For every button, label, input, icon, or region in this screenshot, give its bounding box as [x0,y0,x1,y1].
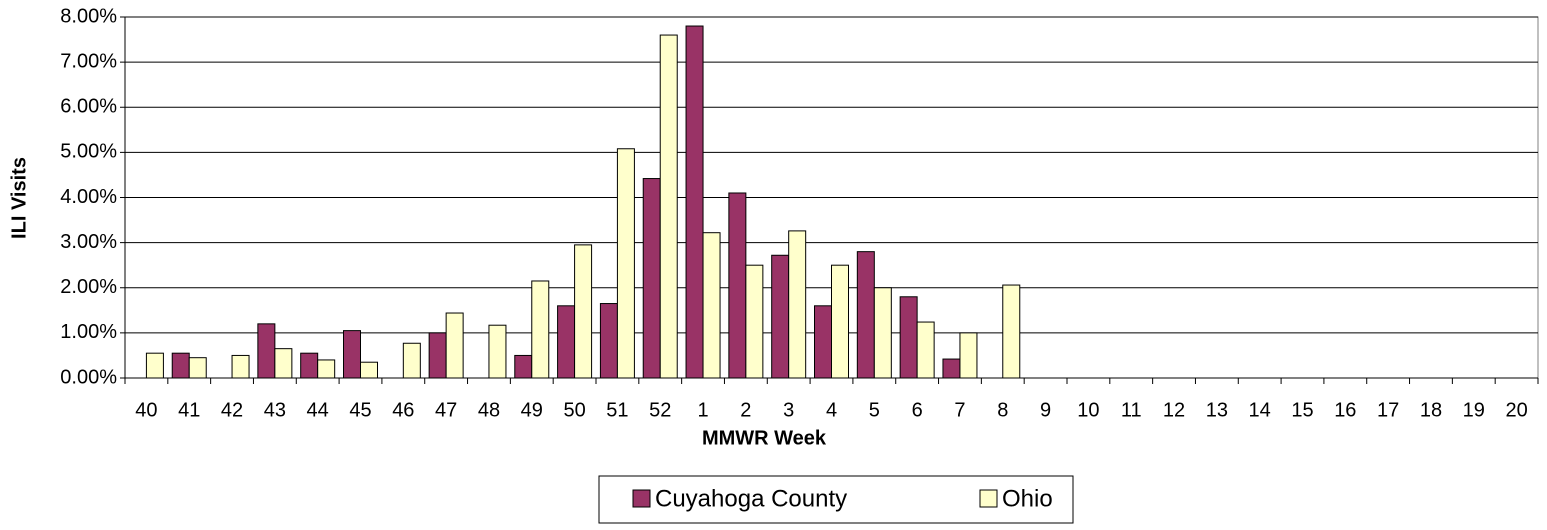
x-tick-label: 13 [1206,399,1228,421]
bar [831,264,849,379]
legend-label: Cuyahoga County [655,485,847,512]
bar [856,251,875,379]
bar [531,280,550,379]
x-tick-label: 45 [349,399,371,421]
bar [788,230,807,379]
bar [257,323,276,379]
x-tick-label: 52 [649,399,671,421]
x-tick-label: 14 [1249,399,1271,421]
bar [488,324,507,379]
x-tick-label: 5 [869,399,880,421]
bar [145,352,164,379]
y-tick-label: 6.00% [60,96,117,118]
bar [702,232,721,379]
x-tick-label: 9 [1040,399,1051,421]
x-tick-label: 15 [1291,399,1313,421]
bar [557,305,576,379]
bar [642,178,661,379]
y-tick-label: 1.00% [60,321,117,343]
bar [599,303,618,379]
bar [402,342,421,379]
x-tick-label: 44 [307,399,329,421]
x-tick-label: 43 [264,399,286,421]
bar [814,305,832,379]
y-tick-label: 0.00% [60,366,117,388]
y-tick-label: 3.00% [60,231,117,253]
x-tick-label: 8 [997,399,1008,421]
legend-swatch [632,489,651,508]
bar [616,148,635,379]
x-tick-label: 7 [954,399,965,421]
bar [231,354,250,379]
bar [428,332,447,379]
y-tick-label: 2.00% [60,276,117,298]
bar [317,359,336,379]
bar [343,330,361,379]
bar [1002,284,1021,379]
bar [959,332,978,379]
x-tick-label: 41 [178,399,200,421]
x-tick-label: 4 [826,399,837,421]
bar [274,348,293,379]
bar [574,244,593,379]
bar [745,264,764,379]
y-tick-label: 4.00% [60,186,117,208]
legend-label: Ohio [1002,485,1053,512]
x-tick-label: 6 [912,399,923,421]
x-tick-label: 12 [1163,399,1185,421]
bar [188,357,207,379]
y-tick-label: 7.00% [60,50,117,72]
bar [899,296,918,379]
bar [300,352,319,379]
x-tick-label: 1 [697,399,708,421]
x-tick-label: 2 [740,399,751,421]
y-axis-title: ILI Visits [8,157,30,239]
x-tick-label: 11 [1121,399,1142,421]
x-axis-title: MMWR Week [702,427,827,449]
bar [728,192,747,379]
bar [771,254,790,379]
bar [916,321,935,379]
y-tick-label: 8.00% [60,5,117,27]
x-tick-label: 50 [563,399,585,421]
x-tick-label: 17 [1377,399,1399,421]
bar [514,354,533,379]
x-tick-label: 42 [221,399,243,421]
x-tick-label: 16 [1334,399,1356,421]
x-tick-label: 40 [135,399,157,421]
x-tick-label: 10 [1077,399,1099,421]
bar [685,25,704,379]
bar [445,312,464,379]
x-tick-label: 51 [606,399,628,421]
y-tick-label: 5.00% [60,141,117,163]
x-tick-label: 3 [783,399,794,421]
bar [873,287,892,379]
x-tick-label: 48 [478,399,500,421]
bar [942,358,961,379]
bar [659,34,678,379]
x-tick-label: 46 [392,399,414,421]
x-tick-label: 19 [1463,399,1485,421]
x-tick-label: 18 [1420,399,1442,421]
x-tick-label: 20 [1505,399,1527,421]
legend-swatch [979,489,998,508]
x-tick-label: 49 [521,399,543,421]
bar [360,361,378,379]
bar [171,352,190,379]
x-tick-label: 47 [435,399,457,421]
